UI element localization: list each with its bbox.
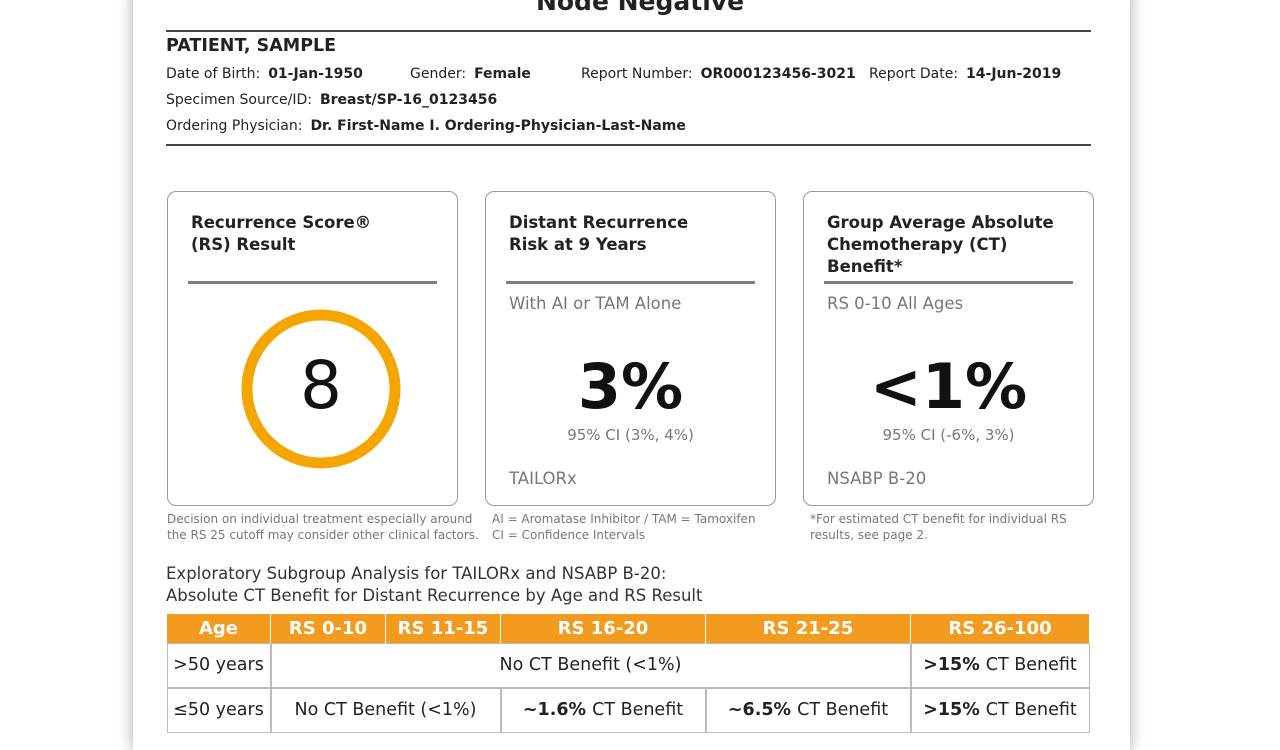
patient-field: Specimen Source/ID: Breast/SP-16_0123456: [166, 92, 497, 108]
cell-text: CT Benefit: [985, 655, 1077, 675]
card-title: Recurrence Score® (RS) Result: [191, 212, 371, 256]
result-card: Recurrence Score® (RS) Result 8: [167, 191, 458, 506]
cell-text: CT Benefit: [985, 700, 1077, 720]
patient-field: Gender: Female: [410, 66, 531, 82]
patient-field: Date of Birth: 01-Jan-1950: [166, 66, 363, 82]
page: Node Negative PATIENT, SAMPLE Explorator…: [166, 0, 1094, 733]
ring: [241, 309, 401, 469]
footnote-line: AI = Aromatase Inhibitor / TAM = Tamoxif…: [492, 512, 756, 526]
cell-emphasis: >15%: [923, 655, 980, 675]
result-card: Distant Recurrence Risk at 9 Years With AI…: [485, 191, 776, 506]
table-cell: ~6.5% CT Benefit: [705, 687, 911, 733]
confidence-interval: 95% CI (3%, 4%): [567, 426, 694, 444]
card-title-line: (RS) Result: [191, 235, 296, 254]
cell-emphasis: >15%: [923, 700, 980, 720]
card-footnote: AI = Aromatase Inhibitor / TAM = Tamoxif…: [492, 511, 756, 543]
score-value: 8: [300, 347, 342, 424]
column-header: Age: [167, 614, 271, 643]
field-label: Report Date:: [869, 66, 959, 82]
table-caption: Exploratory Subgroup Analysis for TAILOR…: [166, 563, 702, 607]
card-title-line: Chemotherapy (CT): [827, 235, 1008, 254]
patient-field: Ordering Physician: Dr. First-Name I. Ord…: [166, 118, 686, 134]
footnote-line: Decision on individual treatment especia…: [167, 512, 473, 526]
table-cell: >50 years: [166, 642, 271, 688]
study-source: NSABP B-20: [827, 469, 927, 488]
score-ring: [241, 309, 401, 469]
cell-text: CT Benefit: [797, 700, 889, 720]
result-value: <1%: [869, 350, 1028, 423]
footnote-line: CI = Confidence Intervals: [492, 528, 646, 542]
cell-text: CT Benefit: [592, 700, 684, 720]
table-cell: No CT Benefit (<1%): [270, 642, 911, 688]
result-value: 3%: [577, 350, 684, 423]
field-value: Breast/SP-16_0123456: [319, 92, 498, 108]
card-title: Group Average Absolute Chemotherapy (CT) B…: [827, 212, 1054, 278]
column-header: RS 11-15: [386, 614, 501, 643]
card-title-line: Group Average Absolute: [827, 213, 1054, 232]
field-value: Female: [474, 66, 531, 82]
field-label: Gender:: [410, 66, 467, 82]
table-cell: ~1.6% CT Benefit: [500, 687, 706, 733]
footnote-line: results, see page 2.: [810, 528, 928, 542]
card-divider: [824, 281, 1073, 284]
field-label: Date of Birth:: [166, 66, 261, 82]
card-subtitle: With AI or TAM Alone: [509, 294, 682, 313]
caption-line: Exploratory Subgroup Analysis for TAILOR…: [166, 564, 667, 583]
table-cell: >15% CT Benefit: [910, 642, 1090, 688]
field-label: Specimen Source/ID:: [166, 92, 312, 108]
column-header: RS 0-10: [271, 614, 386, 643]
card-title-line: Recurrence Score®: [191, 213, 372, 232]
column-header: RS 21-25: [706, 614, 911, 643]
report-title: Node Negative: [535, 0, 745, 16]
field-value: Dr. First-Name I. Ordering-Physician-Las…: [310, 118, 686, 134]
confidence-interval: 95% CI (-6%, 3%): [882, 426, 1015, 444]
result-card: Group Average Absolute Chemotherapy (CT) B…: [803, 191, 1094, 506]
divider: [166, 144, 1091, 146]
card-title-line: Benefit*: [827, 257, 903, 276]
caption-line: Absolute CT Benefit for Distant Recurren…: [166, 586, 703, 605]
cell-emphasis: ~6.5%: [727, 700, 792, 720]
card-title-line: Risk at 9 Years: [509, 235, 647, 254]
field-label: Report Number:: [581, 66, 693, 82]
study-source: TAILORx: [509, 469, 577, 488]
field-value: 01-Jan-1950: [268, 66, 363, 82]
field-value: 14-Jun-2019: [966, 66, 1062, 82]
field-value: OR000123456-3021: [700, 66, 856, 82]
card-divider: [188, 281, 437, 284]
table-cell: No CT Benefit (<1%): [270, 687, 501, 733]
patient-field: Report Date: 14-Jun-2019: [869, 66, 1061, 82]
footnote-line: *For estimated CT benefit for individual…: [810, 512, 1067, 526]
table-cell: >15% CT Benefit: [910, 687, 1090, 733]
card-divider: [506, 281, 755, 284]
card-subtitle: RS 0-10 All Ages: [827, 294, 964, 313]
card-title: Distant Recurrence Risk at 9 Years: [509, 212, 688, 256]
patient-field: Report Number: OR000123456-3021: [581, 66, 856, 82]
card-footnote: *For estimated CT benefit for individual…: [810, 511, 1067, 543]
card-title-line: Distant Recurrence: [509, 213, 689, 232]
cell-emphasis: ~1.6%: [522, 700, 587, 720]
divider: [166, 30, 1091, 32]
patient-name: PATIENT, SAMPLE: [166, 36, 337, 56]
card-footnote: Decision on individual treatment especia…: [167, 511, 479, 543]
field-label: Ordering Physician:: [166, 118, 303, 134]
column-header: RS 26-100: [911, 614, 1090, 643]
table-cell: ≤50 years: [166, 687, 271, 733]
column-header: RS 16-20: [501, 614, 706, 643]
footnote-line: the RS 25 cutoff may consider other clin…: [167, 528, 479, 542]
